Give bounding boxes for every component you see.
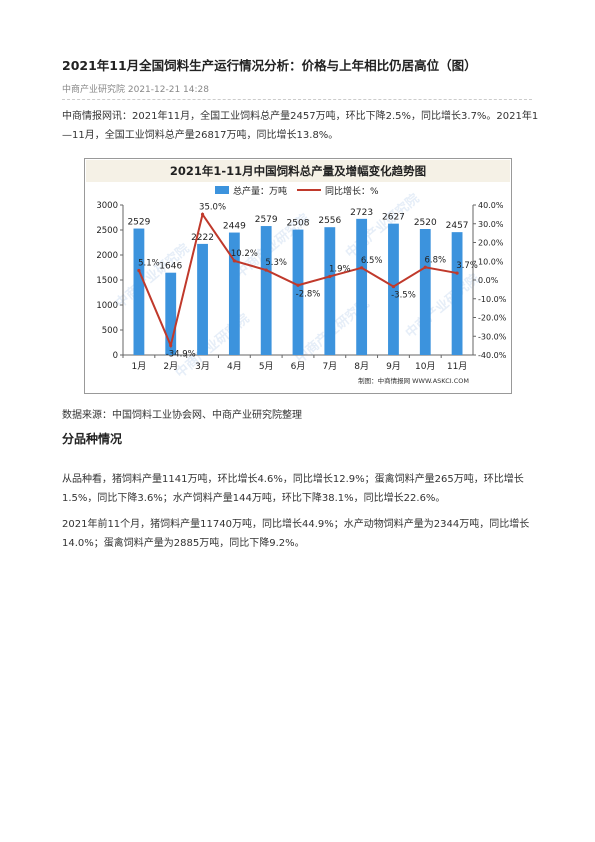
line-value-label: 35.0% [199,202,226,212]
bar-total-output [197,243,208,355]
bar-total-output [292,229,304,355]
y-right-tick-label: -40.0% [478,351,507,360]
line-value-label: 5.3% [265,258,287,268]
x-tick-label: 1月 [132,361,147,372]
x-tick-label: 2月 [163,361,178,372]
article-meta: 中商产业研究院 2021-12-21 14:28 [62,85,209,95]
breed-paragraph: 从品种看，猪饲料产量1141万吨，环比增长4.6%，同比增长12.9%；蛋禽饲料… [62,474,524,504]
x-tick-label: 4月 [227,361,242,372]
chart-title: 2021年1-11月中国饲料总产量及增幅变化趋势图 [170,164,426,178]
x-tick-label: 11月 [447,361,467,372]
bar-total-output [165,272,177,355]
bar-value-label: 2579 [255,215,278,225]
bar-total-output [419,229,431,355]
line-value-label: 6.5% [361,256,383,266]
legend-bar-label: 总产量：万吨 [233,185,287,197]
legend-bar-swatch [215,186,229,194]
bar-value-label: 2529 [127,218,150,228]
x-tick-label: 10月 [415,361,435,372]
bar-value-label: 2457 [446,221,469,231]
line-point-yoy [296,283,300,287]
chart-watermark: 中商产业研究院 [342,191,422,262]
bar-value-label: 1646 [159,262,182,272]
bar-value-label: 2556 [318,216,341,226]
y-left-tick-label: 3000 [96,201,118,211]
x-tick-label: 3月 [195,361,210,372]
x-tick-label: 7月 [322,361,337,372]
y-left-tick-label: 500 [102,326,118,336]
ytd-paragraph: 2021年前11个月，猪饲料产量11740万吨，同比增长44.9%；水产动物饲料… [62,519,530,549]
legend-line-label: 同比增长：% [325,185,379,197]
line-value-label: 5.1% [138,258,160,268]
y-left-tick-label: 2000 [96,251,118,261]
chart-image: 2021年1-11月中国饲料总产量及增幅变化趋势图 中商产业研究院 中商产业研究院中… [84,158,512,394]
intro-paragraph: 中商情报网讯：2021年11月，全国工业饲料总产量2457万吨，环比下降2.5%… [62,111,539,141]
line-value-label: 1.9% [329,264,351,274]
y-right-tick-label: -30.0% [478,332,507,341]
y-right-tick-label: 40.0% [478,201,504,210]
bar-total-output [356,218,368,355]
x-tick-label: 5月 [259,361,274,372]
line-point-yoy [423,265,427,269]
line-value-label: -2.8% [296,289,321,299]
line-point-yoy [169,343,173,348]
bar-value-label: 2508 [287,219,310,229]
bar-value-label: 2627 [382,213,405,223]
x-tick-label: 9月 [386,361,401,372]
line-value-label: 3.7% [456,261,478,271]
line-point-yoy [455,271,459,275]
bar-total-output [451,232,463,355]
line-value-label: -34.9% [166,349,196,359]
data-source: 数据来源：中国饲料工业协会网、中商产业研究院整理 [62,410,302,421]
x-tick-label: 8月 [354,361,369,372]
line-point-yoy [232,259,236,263]
y-left-tick-label: 1000 [96,301,118,311]
y-right-tick-label: 20.0% [478,239,504,248]
line-value-label: -3.5% [391,291,416,301]
article-title: 2021年11月全国饲料生产运行情况分析：价格与上年相比仍居高位（图） [62,58,477,73]
line-point-yoy [360,266,364,270]
line-point-yoy [200,212,205,216]
chart-title-band [86,160,510,182]
bar-value-label: 2520 [414,218,437,228]
chart-credit: 制图：中商情报网 WWW.ASKCI.COM [358,376,469,385]
y-right-tick-label: -20.0% [478,314,507,323]
bar-value-label: 2222 [191,233,214,243]
bar-total-output [388,223,399,355]
line-point-yoy [391,284,396,289]
line-point-yoy [137,268,141,273]
bar-total-output [228,232,240,355]
bar-total-output [324,227,336,355]
bar-total-output [133,228,145,355]
y-right-tick-label: 30.0% [478,220,504,229]
divider [62,99,532,100]
chart-svg: 2021年1-11月中国饲料总产量及增幅变化趋势图中商产业研究院 中商产业研究院中… [86,160,510,385]
bar-value-label: 2449 [223,222,246,232]
chart-watermark: 中商产业研究院 [402,271,482,342]
bar-value-label: 2723 [350,208,373,218]
line-value-label: 10.2% [231,249,258,259]
x-tick-label: 6月 [291,361,306,372]
line-point-yoy [264,268,268,272]
line-value-label: 6.8% [424,255,446,265]
y-right-tick-label: -10.0% [478,295,507,304]
section-title: 分品种情况 [62,432,123,446]
y-right-tick-label: 0.0% [478,276,499,285]
y-left-tick-label: 1500 [96,276,118,286]
bar-total-output [260,226,272,355]
y-left-tick-label: 2500 [96,226,118,236]
y-left-tick-label: 0 [113,351,118,361]
y-right-tick-label: 10.0% [478,257,504,266]
line-point-yoy [328,274,332,279]
